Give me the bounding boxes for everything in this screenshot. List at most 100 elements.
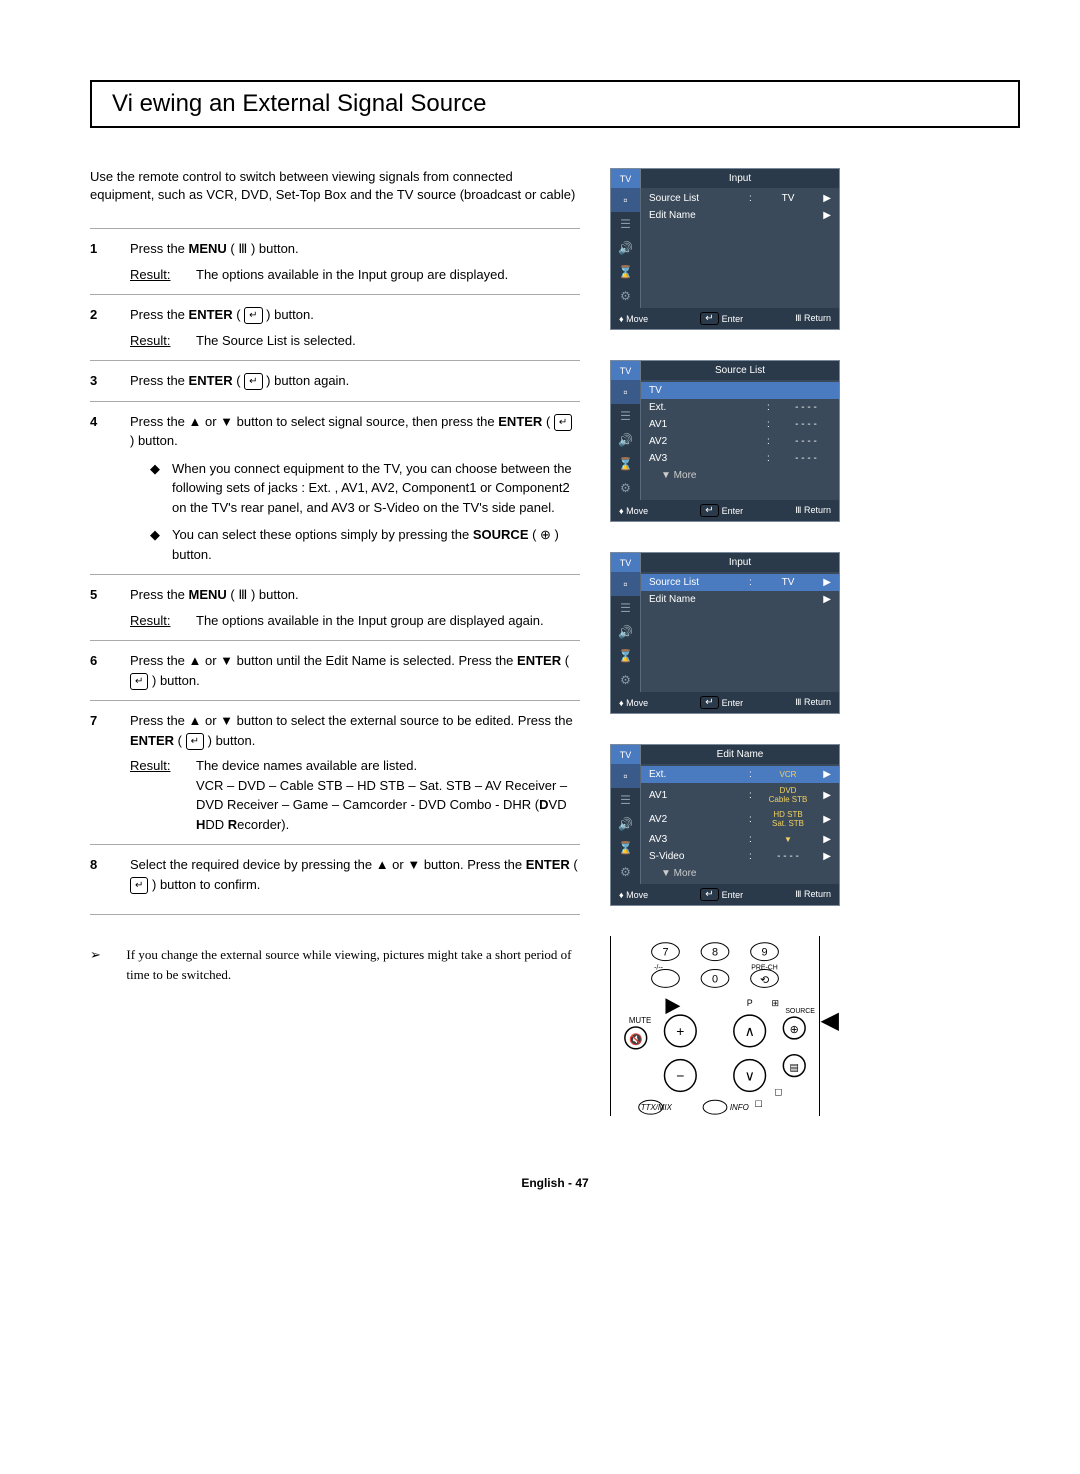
osd-body: ▫☰🔊⌛⚙Source List:TV▶Edit Name▶ bbox=[611, 188, 839, 308]
osd-row: AV2: - - - - bbox=[641, 433, 839, 450]
svg-text:☐: ☐ bbox=[755, 1099, 763, 1109]
instructions-column: Use the remote control to switch between… bbox=[90, 168, 580, 1116]
osd-return-hint: Ⅲ Return bbox=[795, 312, 831, 325]
step-instruction: Press the ▲ or ▼ button until the Edit N… bbox=[130, 651, 580, 690]
osd-header: TVEdit Name bbox=[611, 745, 839, 764]
svg-text:+: + bbox=[676, 1023, 684, 1039]
osd-category-icon: 🔊 bbox=[611, 428, 640, 452]
note-icon: ➢ bbox=[90, 945, 106, 984]
osd-tv-badge: TV bbox=[611, 361, 641, 380]
osd-category-icon: 🔊 bbox=[611, 620, 640, 644]
osd-body: ▫☰🔊⌛⚙Ext.:VCR▶AV1:DVDCable STB▶AV2:HD ST… bbox=[611, 764, 839, 884]
osd-icon-column: ▫☰🔊⌛⚙ bbox=[611, 764, 641, 884]
osd-body: ▫☰🔊⌛⚙TVExt.:- - - -AV1:- - - -AV2:- - - … bbox=[611, 380, 839, 500]
osd-category-icon: ⚙ bbox=[611, 476, 640, 500]
svg-text:−: − bbox=[676, 1067, 684, 1083]
step: 6 Press the ▲ or ▼ button until the Edit … bbox=[90, 640, 580, 700]
osd-title: Edit Name bbox=[641, 745, 839, 764]
osd-category-icon: ▫ bbox=[611, 188, 640, 212]
osd-row: Ext.: - - - - bbox=[641, 399, 839, 416]
osd-colon: : bbox=[749, 814, 757, 825]
step-note: ◆You can select these options simply by … bbox=[150, 525, 580, 564]
osd-items: Ext.:VCR▶AV1:DVDCable STB▶AV2:HD STBSat.… bbox=[641, 764, 839, 884]
osd-row-label: ▼ More bbox=[661, 868, 831, 879]
osd-row-value: TV bbox=[763, 193, 813, 204]
step-number: 3 bbox=[90, 371, 110, 391]
osd-row-value: - - - - bbox=[781, 402, 831, 413]
step-body: Press the ▲ or ▼ button until the Edit N… bbox=[130, 651, 580, 690]
step-body: Press the MENU ( Ⅲ ) button. Result:The o… bbox=[130, 239, 580, 284]
osd-colon: : bbox=[749, 193, 757, 204]
step-number: 7 bbox=[90, 711, 110, 834]
osd-row: TV bbox=[641, 382, 839, 399]
osd-arrow-icon: ▶ bbox=[819, 769, 831, 780]
osd-screenshot: TVInput▫☰🔊⌛⚙Source List:TV▶Edit Name▶♦ M… bbox=[610, 552, 840, 714]
result-text: The device names available are listed.VC… bbox=[196, 756, 580, 834]
step: 3 Press the ENTER ( ↵ ) button again. bbox=[90, 360, 580, 401]
step-instruction: Select the required device by pressing t… bbox=[130, 855, 580, 894]
osd-title: Source List bbox=[641, 361, 839, 380]
osd-tv-badge: TV bbox=[611, 553, 641, 572]
step-instruction: Press the ENTER ( ↵ ) button again. bbox=[130, 371, 580, 391]
osd-row: Edit Name▶ bbox=[641, 591, 839, 608]
osd-row-label: Ext. bbox=[649, 769, 743, 780]
osd-row-value: - - - - bbox=[781, 419, 831, 430]
remote-num: 7 bbox=[662, 947, 668, 959]
step-instruction: Press the MENU ( Ⅲ ) button. bbox=[130, 239, 580, 259]
result-text: The Source List is selected. bbox=[196, 331, 356, 351]
osd-arrow-icon: ▶ bbox=[819, 790, 831, 801]
step-result: Result:The options available in the Inpu… bbox=[130, 265, 580, 285]
osd-row-label: Source List bbox=[649, 577, 743, 588]
step-body: Select the required device by pressing t… bbox=[130, 855, 580, 894]
footnote: ➢ If you change the external source whil… bbox=[90, 945, 580, 984]
osd-colon: : bbox=[749, 790, 757, 801]
result-label: Result: bbox=[130, 331, 180, 351]
step-body: Press the MENU ( Ⅲ ) button.Result:The o… bbox=[130, 585, 580, 630]
osd-header: TVInput bbox=[611, 553, 839, 572]
osd-category-icon: ☰ bbox=[611, 404, 640, 428]
osd-move-hint: ♦ Move bbox=[619, 696, 648, 709]
svg-text:☐: ☐ bbox=[774, 1087, 782, 1097]
osd-row-label: Ext. bbox=[649, 402, 761, 413]
footnote-text: If you change the external source while … bbox=[126, 945, 580, 984]
osd-row-label: AV2 bbox=[649, 814, 743, 825]
osd-footer: ♦ Move↵ EnterⅢ Return bbox=[611, 884, 839, 905]
osd-row-value: - - - - bbox=[781, 436, 831, 447]
osd-row-value: VCR bbox=[763, 770, 813, 779]
osd-footer: ♦ Move↵ EnterⅢ Return bbox=[611, 500, 839, 521]
result-label: Result: bbox=[130, 756, 180, 834]
osd-row-value: DVDCable STB bbox=[763, 786, 813, 804]
step: 2Press the ENTER ( ↵ ) button.Result:The… bbox=[90, 294, 580, 360]
osd-row: S-Video:- - - -▶ bbox=[641, 848, 839, 865]
osd-icon-column: ▫☰🔊⌛⚙ bbox=[611, 380, 641, 500]
bullet-icon: ◆ bbox=[150, 525, 160, 564]
osd-category-icon: ☰ bbox=[611, 212, 640, 236]
svg-text:P: P bbox=[747, 998, 753, 1008]
steps-list: 1Press the MENU ( Ⅲ ) button.Result:The … bbox=[90, 228, 580, 904]
osd-row-label: Edit Name bbox=[649, 594, 743, 605]
osd-colon: : bbox=[767, 402, 775, 413]
osd-row-label: ▼ More bbox=[661, 470, 831, 481]
step-number: 1 bbox=[90, 239, 110, 284]
osd-row: Source List:TV▶ bbox=[641, 574, 839, 591]
result-label: Result: bbox=[130, 611, 180, 631]
osd-arrow-icon: ▶ bbox=[819, 814, 831, 825]
svg-text:SOURCE: SOURCE bbox=[785, 1008, 815, 1015]
svg-text:INFO: INFO bbox=[730, 1103, 749, 1112]
svg-text:TTX/MIX: TTX/MIX bbox=[641, 1103, 673, 1112]
osd-row-label: AV2 bbox=[649, 436, 761, 447]
step: 8Select the required device by pressing … bbox=[90, 844, 580, 904]
step: 7Press the ▲ or ▼ button to select the e… bbox=[90, 700, 580, 844]
osd-row: Edit Name▶ bbox=[641, 207, 839, 224]
osd-icon-column: ▫☰🔊⌛⚙ bbox=[611, 188, 641, 308]
osd-row: AV3:▼▶ bbox=[641, 831, 839, 848]
osd-footer: ♦ Move↵ EnterⅢ Return bbox=[611, 692, 839, 713]
step-number: 6 bbox=[90, 651, 110, 690]
svg-text:⊞: ⊞ bbox=[771, 998, 778, 1008]
osd-row-value: - - - - bbox=[763, 851, 813, 862]
result-text: The options available in the Input group… bbox=[196, 265, 508, 285]
svg-text:▤: ▤ bbox=[790, 1063, 799, 1074]
osd-colon: : bbox=[767, 436, 775, 447]
osd-colon: : bbox=[749, 577, 757, 588]
osd-category-icon: ☰ bbox=[611, 788, 640, 812]
